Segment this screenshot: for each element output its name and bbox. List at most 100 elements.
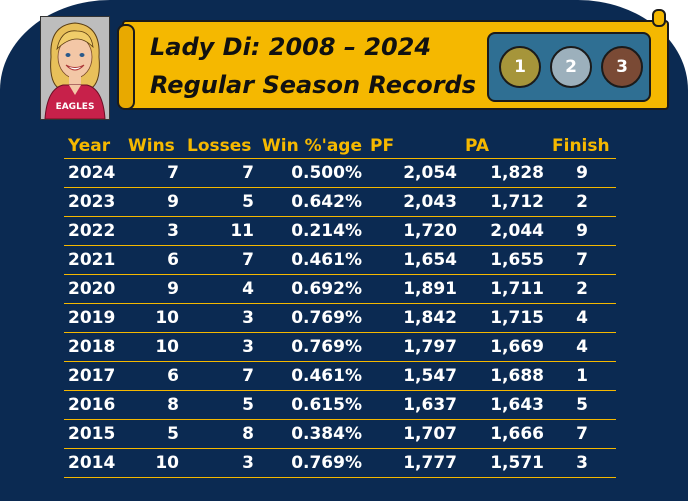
records-table: Year Wins Losses Win %'age PF PA Finish … — [64, 134, 616, 478]
cell-wins: 10 — [124, 332, 183, 362]
cell-losses: 8 — [183, 419, 258, 449]
title-line-1: Lady Di: 2008 – 2024 — [150, 33, 432, 61]
cell-finish: 9 — [548, 216, 616, 246]
cell-pf: 1,797 — [366, 332, 461, 362]
cell-finish: 2 — [548, 187, 616, 217]
cell-win-pct: 0.692% — [258, 274, 366, 304]
table-row: 2016 8 5 0.615% 1,637 1,643 5 — [64, 390, 616, 420]
col-pf: PF — [366, 134, 461, 159]
cell-pa: 1,688 — [461, 361, 548, 391]
cell-pa: 2,044 — [461, 216, 548, 246]
cell-win-pct: 0.769% — [258, 303, 366, 333]
badge-second: 2 — [550, 46, 592, 88]
cell-wins: 10 — [124, 448, 183, 478]
cell-wins: 9 — [124, 274, 183, 304]
cell-pa: 1,669 — [461, 332, 548, 362]
cell-finish: 3 — [548, 448, 616, 478]
cell-pf: 1,720 — [366, 216, 461, 246]
cell-pf: 1,777 — [366, 448, 461, 478]
cell-pa: 1,571 — [461, 448, 548, 478]
cell-losses: 7 — [183, 158, 258, 188]
cell-year: 2023 — [64, 187, 124, 217]
cell-pf: 1,547 — [366, 361, 461, 391]
cell-pf: 1,891 — [366, 274, 461, 304]
cell-win-pct: 0.384% — [258, 419, 366, 449]
cell-losses: 5 — [183, 390, 258, 420]
table-row: 2017 6 7 0.461% 1,547 1,688 1 — [64, 361, 616, 391]
cell-losses: 3 — [183, 332, 258, 362]
page-title: Lady Di: 2008 – 2024 Regular Season Reco… — [150, 28, 490, 104]
cell-finish: 4 — [548, 332, 616, 362]
cell-year: 2016 — [64, 390, 124, 420]
table-row: 2018 10 3 0.769% 1,797 1,669 4 — [64, 332, 616, 362]
cell-finish: 7 — [548, 419, 616, 449]
cell-losses: 7 — [183, 245, 258, 275]
col-wins: Wins — [124, 134, 183, 159]
cell-finish: 9 — [548, 158, 616, 188]
cell-pa: 1,828 — [461, 158, 548, 188]
cell-losses: 7 — [183, 361, 258, 391]
cell-wins: 6 — [124, 245, 183, 275]
col-win-pct: Win %'age — [258, 134, 366, 159]
cell-finish: 4 — [548, 303, 616, 333]
table-row: 2014 10 3 0.769% 1,777 1,571 3 — [64, 448, 616, 478]
cell-pa: 1,643 — [461, 390, 548, 420]
cell-losses: 3 — [183, 303, 258, 333]
shirt-text: EAGLES — [56, 102, 95, 112]
cell-year: 2022 — [64, 216, 124, 246]
cell-win-pct: 0.769% — [258, 332, 366, 362]
col-losses: Losses — [183, 134, 258, 159]
lady-di-avatar-icon: EAGLES — [41, 17, 109, 119]
cell-finish: 1 — [548, 361, 616, 391]
cell-pf: 1,842 — [366, 303, 461, 333]
cell-finish: 2 — [548, 274, 616, 304]
col-year: Year — [64, 134, 124, 159]
table-row: 2015 5 8 0.384% 1,707 1,666 7 — [64, 419, 616, 449]
cell-year: 2018 — [64, 332, 124, 362]
table-row: 2022 3 11 0.214% 1,720 2,044 9 — [64, 216, 616, 246]
cell-losses: 3 — [183, 448, 258, 478]
cell-year: 2024 — [64, 158, 124, 188]
cell-pa: 1,715 — [461, 303, 548, 333]
cell-wins: 6 — [124, 361, 183, 391]
table-row: 2021 6 7 0.461% 1,654 1,655 7 — [64, 245, 616, 275]
cell-pf: 1,707 — [366, 419, 461, 449]
cell-losses: 5 — [183, 187, 258, 217]
cell-losses: 11 — [183, 216, 258, 246]
cell-win-pct: 0.769% — [258, 448, 366, 478]
cell-win-pct: 0.500% — [258, 158, 366, 188]
col-finish: Finish — [548, 134, 616, 159]
table-row: 2019 10 3 0.769% 1,842 1,715 4 — [64, 303, 616, 333]
cell-pf: 2,043 — [366, 187, 461, 217]
table-row: 2020 9 4 0.692% 1,891 1,711 2 — [64, 274, 616, 304]
cell-finish: 7 — [548, 245, 616, 275]
table-row: 2024 7 7 0.500% 2,054 1,828 9 — [64, 158, 616, 188]
table-header-row: Year Wins Losses Win %'age PF PA Finish — [64, 134, 616, 159]
cell-year: 2019 — [64, 303, 124, 333]
cell-year: 2015 — [64, 419, 124, 449]
cell-year: 2014 — [64, 448, 124, 478]
cell-pa: 1,712 — [461, 187, 548, 217]
table-row: 2023 9 5 0.642% 2,043 1,712 2 — [64, 187, 616, 217]
cell-win-pct: 0.214% — [258, 216, 366, 246]
cell-win-pct: 0.461% — [258, 361, 366, 391]
title-line-2: Regular Season Records — [150, 71, 476, 99]
cell-pa: 1,655 — [461, 245, 548, 275]
cell-finish: 5 — [548, 390, 616, 420]
cell-pa: 1,666 — [461, 419, 548, 449]
cell-pa: 1,711 — [461, 274, 548, 304]
avatar: EAGLES — [40, 16, 110, 120]
cell-pf: 1,654 — [366, 245, 461, 275]
badge-third: 3 — [601, 46, 643, 88]
cell-pf: 2,054 — [366, 158, 461, 188]
cell-win-pct: 0.642% — [258, 187, 366, 217]
cell-win-pct: 0.615% — [258, 390, 366, 420]
table-body: 2024 7 7 0.500% 2,054 1,828 9 2023 9 5 0.642% 2,043… — [64, 158, 616, 478]
cell-year: 2017 — [64, 361, 124, 391]
cell-losses: 4 — [183, 274, 258, 304]
col-pa: PA — [461, 134, 548, 159]
cell-wins: 8 — [124, 390, 183, 420]
cell-wins: 5 — [124, 419, 183, 449]
cell-wins: 3 — [124, 216, 183, 246]
cell-pf: 1,637 — [366, 390, 461, 420]
